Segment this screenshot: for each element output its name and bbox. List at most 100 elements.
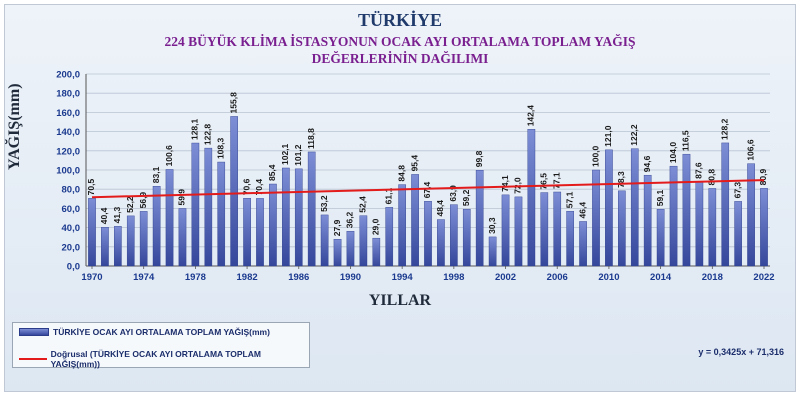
- data-label: 80,9: [758, 169, 768, 186]
- bar: [553, 191, 562, 267]
- bar: [126, 215, 135, 267]
- bar: [269, 183, 277, 267]
- x-tick-label: 2006: [547, 272, 568, 283]
- data-label: 36,2: [345, 211, 355, 228]
- data-label: 101,2: [293, 144, 303, 166]
- bar: [139, 211, 148, 267]
- legend-trend-swatch: [19, 358, 47, 360]
- legend-bar-label: TÜRKİYE OCAK AYI ORTALAMA TOPLAM YAĞIŞ(m…: [53, 327, 270, 337]
- trend-equation: y = 0,3425x + 71,316: [698, 347, 784, 357]
- data-label: 122,8: [203, 124, 213, 146]
- data-label: 56,9: [138, 192, 148, 209]
- chart-title: TÜRKİYE: [357, 10, 442, 30]
- x-tick-label: 1986: [288, 272, 309, 283]
- bar: [256, 198, 264, 267]
- bar: [682, 153, 691, 267]
- data-label: 128,2: [719, 118, 729, 140]
- data-label: 70,4: [254, 179, 264, 196]
- bar: [243, 198, 251, 267]
- bar: [101, 227, 109, 267]
- data-label: 63,9: [448, 185, 458, 202]
- data-label: 100,0: [590, 145, 600, 167]
- y-tick-label: 80,0: [62, 185, 81, 196]
- data-label: 102,1: [280, 143, 290, 165]
- legend-trend-label: Doğrusal (TÜRKİYE OCAK AYI ORTALAMA TOPL…: [50, 349, 261, 369]
- bar: [540, 192, 549, 267]
- bar: [411, 174, 419, 267]
- x-tick-label: 2022: [753, 272, 774, 283]
- y-tick-label: 40,0: [62, 223, 81, 234]
- bar: [630, 148, 639, 267]
- trend-line: [91, 179, 765, 199]
- legend-item-bars: TÜRKİYE OCAK AYI ORTALAMA TOPLAM YAĞIŞ(m…: [19, 327, 270, 337]
- bar: [643, 174, 652, 267]
- bar: [204, 147, 213, 267]
- data-label: 67,4: [422, 181, 432, 198]
- bar: [501, 194, 510, 267]
- x-tick-label: 1978: [185, 272, 206, 283]
- bar: [747, 163, 755, 267]
- bar: [217, 161, 226, 267]
- y-tick-label: 120,0: [56, 146, 80, 157]
- data-label: 57,1: [564, 191, 574, 208]
- bar: [669, 165, 678, 267]
- x-tick-label: 1974: [133, 272, 155, 283]
- bar: [579, 221, 587, 267]
- bar: [605, 149, 613, 267]
- y-tick-label: 160,0: [56, 108, 80, 119]
- data-label: 48,4: [435, 200, 445, 217]
- data-label: 27,9: [332, 219, 342, 236]
- data-label: 104,0: [668, 142, 678, 164]
- bar: [333, 239, 342, 267]
- x-tick-label: 1970: [81, 272, 102, 283]
- data-label: 106,6: [745, 139, 755, 161]
- bar: [721, 142, 730, 267]
- data-label: 53,2: [319, 195, 329, 212]
- bar: [320, 214, 329, 267]
- data-label: 59,1: [655, 189, 665, 206]
- y-axis-label: YAĞIŞ(mm): [6, 83, 23, 170]
- data-label: 41,3: [112, 207, 122, 224]
- x-tick-label: 2010: [598, 272, 619, 283]
- y-tick-label: 200,0: [56, 70, 80, 81]
- data-label: 74,1: [500, 175, 510, 192]
- bar: [566, 210, 574, 267]
- chart-subtitle: 224 BÜYÜK KLİMA İSTASYONUN OCAK AYI ORTA…: [164, 34, 636, 66]
- bar: [114, 226, 122, 267]
- bar: [437, 219, 445, 267]
- bar: [475, 169, 484, 267]
- legend-item-trend: Doğrusal (TÜRKİYE OCAK AYI ORTALAMA TOPL…: [19, 349, 309, 369]
- data-label: 118,8: [306, 128, 316, 149]
- data-label: 70,5: [86, 179, 96, 196]
- y-tick-label: 180,0: [56, 89, 80, 100]
- bar: [178, 208, 187, 267]
- data-label: 76,5: [539, 173, 549, 190]
- bar: [462, 208, 471, 267]
- data-label: 87,6: [694, 162, 704, 179]
- bar: [708, 188, 717, 267]
- y-tick-label: 100,0: [56, 166, 80, 177]
- data-label: 77,1: [551, 172, 561, 189]
- bar: [294, 168, 303, 267]
- y-tick-label: 0,0: [67, 262, 80, 273]
- bar: [450, 204, 458, 267]
- x-tick-label: 1982: [237, 272, 258, 283]
- data-label: 29,0: [371, 218, 381, 235]
- data-label: 95,4: [409, 155, 419, 172]
- data-label: 67,3: [732, 182, 742, 199]
- data-label: 70,6: [241, 178, 251, 195]
- x-tick-label: 2014: [650, 272, 672, 283]
- data-label: 61,1: [383, 188, 393, 205]
- data-label: 78,3: [616, 171, 626, 188]
- data-label: 100,6: [164, 145, 174, 167]
- legend-bar-swatch: [19, 328, 49, 336]
- data-label: 59,2: [461, 189, 471, 206]
- data-label: 59,9: [177, 189, 187, 206]
- x-axis-label: YILLAR: [368, 292, 432, 309]
- data-label: 116,5: [681, 130, 691, 151]
- data-label: 30,3: [487, 217, 497, 234]
- data-label: 84,8: [396, 165, 406, 182]
- bar: [514, 196, 523, 267]
